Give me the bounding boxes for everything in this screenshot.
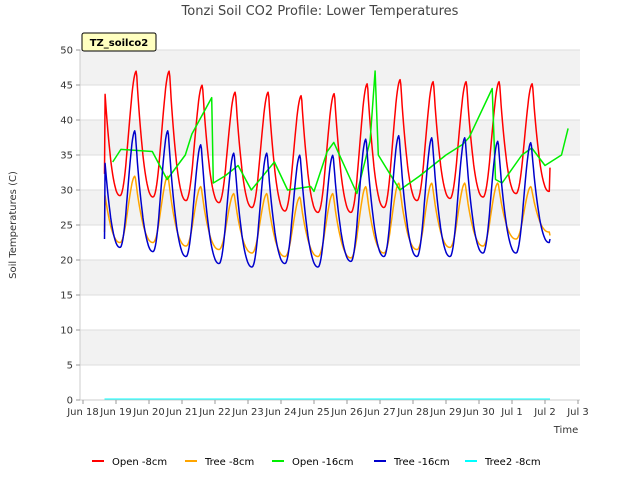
y-tick-label: 40	[60, 116, 73, 127]
plot-band	[80, 120, 580, 155]
x-tick-label: Jun 26	[330, 407, 363, 418]
plot-band	[80, 330, 580, 365]
x-tick-label: Jun 22	[198, 407, 231, 418]
y-tick-label: 50	[60, 46, 73, 57]
y-tick-label: 10	[60, 326, 73, 337]
plot-band	[80, 260, 580, 295]
y-axis-title: Soil Temperatures (C)	[8, 171, 19, 279]
y-tick-label: 5	[67, 361, 73, 372]
y-tick-label: 45	[60, 81, 73, 92]
y-tick-label: 25	[60, 221, 73, 232]
legend-label-open-8cm: Open -8cm	[112, 457, 167, 468]
x-tick-label: Jun 29	[429, 407, 462, 418]
x-tick-label: Jun 27	[363, 407, 396, 418]
legend-label-tree-16cm: Tree -16cm	[393, 457, 450, 468]
legend-label-tree2-8cm: Tree2 -8cm	[484, 457, 541, 468]
x-tick-label: Jun 21	[165, 407, 198, 418]
x-tick-label: Jun 23	[231, 407, 264, 418]
x-tick-label: Jun 20	[132, 407, 165, 418]
series-line-open-16cm	[112, 70, 569, 195]
legend: Open -8cm Tree -8cm Open -16cm Tree -16cm Tr…	[92, 457, 541, 468]
site-label: TZ_soilco2	[90, 38, 149, 49]
plot-band	[80, 50, 580, 85]
x-tick-label: Jun 30	[462, 407, 495, 418]
x-tick-label: Jun 18	[66, 407, 99, 418]
series-line-open-8cm	[103, 70, 551, 214]
x-tick-label: Jun 24	[264, 407, 297, 418]
x-axis-title: Time	[553, 425, 578, 436]
x-tick-label: Jun 19	[99, 407, 132, 418]
y-tick-label: 30	[60, 186, 73, 197]
series-layer	[103, 70, 569, 401]
y-tick-label: 35	[60, 151, 73, 162]
y-tick-label: 0	[67, 396, 73, 407]
x-tick-label: Jul 2	[533, 407, 556, 418]
x-tick-label: Jun 25	[297, 407, 330, 418]
chart-title: Tonzi Soil CO2 Profile: Lower Temperatur…	[181, 4, 459, 19]
legend-label-tree-8cm: Tree -8cm	[204, 457, 254, 468]
series-line-tree-16cm	[103, 130, 551, 268]
x-tick-label: Jul 3	[566, 407, 589, 418]
x-tick-label: Jun 28	[396, 407, 429, 418]
y-tick-label: 20	[60, 256, 73, 267]
legend-label-open-16cm: Open -16cm	[292, 457, 353, 468]
y-tick-label: 15	[60, 291, 73, 302]
x-tick-label: Jul 1	[500, 407, 523, 418]
site-label-box: TZ_soilco2	[81, 32, 157, 52]
